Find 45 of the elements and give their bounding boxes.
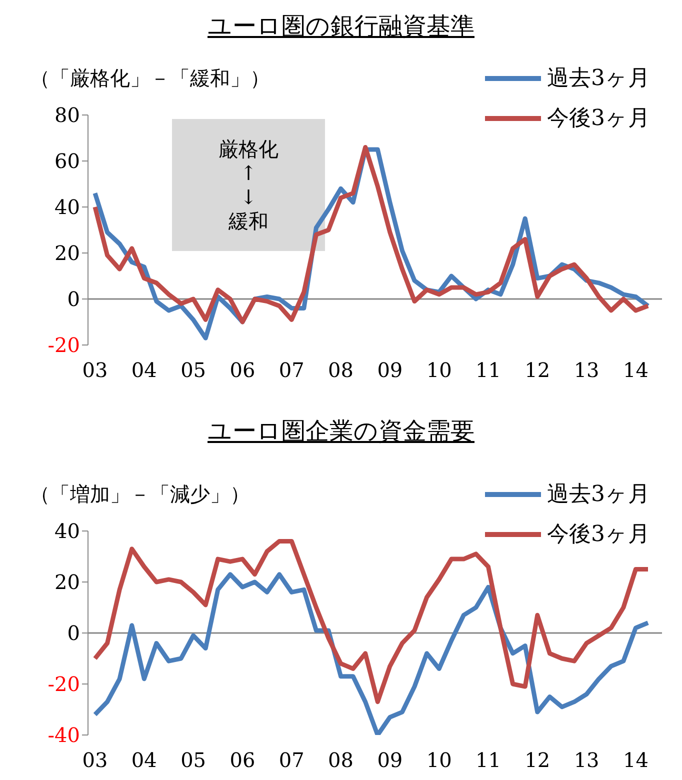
y-axis-title: （「厳格化」－「緩和」） bbox=[30, 65, 270, 92]
legend-label: 過去3ヶ月 bbox=[547, 65, 650, 93]
y-tick-label: 80 bbox=[54, 103, 80, 127]
x-tick-label: 04 bbox=[131, 358, 157, 382]
y-tick-label: 0 bbox=[67, 621, 80, 645]
x-tick-label: 06 bbox=[230, 748, 256, 772]
line-series bbox=[92, 572, 650, 735]
x-tick-label: 06 bbox=[230, 358, 256, 382]
x-tick-label: 10 bbox=[426, 748, 452, 772]
y-tick-label: 60 bbox=[54, 149, 80, 173]
y-tick-label: 40 bbox=[54, 195, 80, 219]
x-tick-label: 07 bbox=[278, 358, 304, 382]
y-tick-label: 20 bbox=[54, 570, 80, 594]
x-tick-label: 10 bbox=[426, 358, 452, 382]
x-tick-label: 14 bbox=[622, 358, 648, 382]
x-tick-label: 11 bbox=[476, 358, 501, 382]
x-tick-label: 11 bbox=[476, 748, 501, 772]
x-tick-label: 09 bbox=[377, 358, 403, 382]
legend-label: 過去3ヶ月 bbox=[547, 481, 650, 509]
x-tick-label: 14 bbox=[622, 748, 648, 772]
chart-title: ユーロ圏企業の資金需要 bbox=[208, 417, 474, 445]
x-tick-label: 13 bbox=[574, 748, 600, 772]
x-tick-label: 08 bbox=[328, 748, 354, 772]
x-tick-label: 08 bbox=[328, 358, 354, 382]
legend-label: 今後3ヶ月 bbox=[547, 521, 650, 549]
x-tick-label: 12 bbox=[524, 358, 550, 382]
y-tick-label: -20 bbox=[48, 672, 80, 696]
y-tick-label: 40 bbox=[54, 519, 80, 543]
x-tick-label: 13 bbox=[574, 358, 600, 382]
y-tick-label: -20 bbox=[48, 333, 80, 357]
legend-label: 今後3ヶ月 bbox=[547, 105, 650, 133]
x-tick-label: 03 bbox=[82, 748, 108, 772]
y-tick-label: 0 bbox=[67, 287, 80, 311]
x-tick-label: 04 bbox=[131, 748, 157, 772]
x-tick-label: 03 bbox=[82, 358, 108, 382]
x-tick-label: 05 bbox=[180, 358, 206, 382]
x-tick-label: 12 bbox=[524, 748, 550, 772]
y-axis-title: （「増加」－「減少」） bbox=[30, 481, 250, 508]
x-tick-label: 09 bbox=[377, 748, 403, 772]
y-tick-label: 20 bbox=[54, 241, 80, 265]
x-tick-label: 05 bbox=[180, 748, 206, 772]
chart-title: ユーロ圏の銀行融資基準 bbox=[208, 12, 474, 40]
annotation: 厳格化 ↑ ↓ 緩和 bbox=[218, 137, 278, 233]
x-tick-label: 07 bbox=[278, 748, 304, 772]
y-tick-label: -40 bbox=[48, 723, 80, 747]
